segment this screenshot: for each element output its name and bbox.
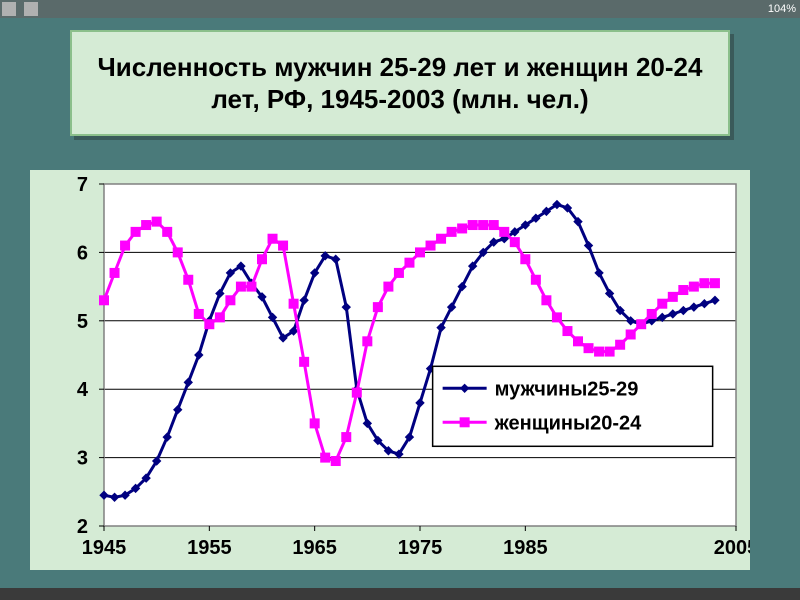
svg-text:1965: 1965 (292, 537, 337, 559)
line-chart: 2 3 4 5 6 7 1945 1955 1965 1975 1985 2005 мужчины25-… (30, 170, 750, 570)
page-title: Численность мужчин 25-29 лет и женщин 20… (92, 51, 708, 116)
svg-text:2: 2 (77, 516, 88, 538)
svg-text:5: 5 (77, 311, 88, 333)
svg-text:3: 3 (77, 448, 88, 470)
svg-text:1985: 1985 (503, 537, 548, 559)
top-toolbar: 104% (0, 0, 800, 18)
svg-text:женщины20-24: женщины20-24 (494, 412, 642, 434)
zoom-level: 104% (768, 3, 796, 15)
svg-text:1945: 1945 (82, 537, 127, 559)
footer-bar (0, 588, 800, 600)
svg-text:мужчины25-29: мужчины25-29 (495, 378, 639, 400)
svg-text:7: 7 (77, 174, 88, 196)
toolbar-button[interactable] (2, 2, 16, 16)
svg-text:1975: 1975 (398, 537, 443, 559)
svg-text:4: 4 (77, 379, 89, 401)
page-root: 104% Численность мужчин 25-29 лет и женщ… (0, 0, 800, 600)
svg-text:2005: 2005 (714, 537, 750, 559)
title-panel: Численность мужчин 25-29 лет и женщин 20… (70, 30, 730, 136)
svg-text:6: 6 (77, 242, 88, 264)
chart-container: 2 3 4 5 6 7 1945 1955 1965 1975 1985 2005 мужчины25-… (30, 170, 750, 570)
toolbar-button[interactable] (24, 2, 38, 16)
chart-plot-area: 2 3 4 5 6 7 1945 1955 1965 1975 1985 2005 мужчины25-… (30, 170, 750, 570)
svg-text:1955: 1955 (187, 537, 232, 559)
